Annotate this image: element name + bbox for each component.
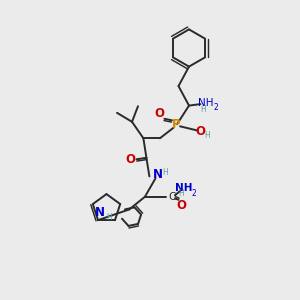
Text: H: H bbox=[178, 189, 184, 198]
Text: N: N bbox=[153, 168, 163, 182]
Text: C: C bbox=[168, 192, 175, 202]
Text: 2: 2 bbox=[191, 189, 196, 198]
Text: H: H bbox=[162, 168, 168, 177]
Text: NH: NH bbox=[175, 183, 192, 194]
Text: O: O bbox=[176, 199, 187, 212]
Text: O: O bbox=[125, 153, 135, 166]
Text: P: P bbox=[172, 118, 181, 131]
Text: H: H bbox=[200, 105, 206, 114]
Text: H: H bbox=[106, 213, 112, 222]
Text: NH: NH bbox=[198, 98, 213, 108]
Text: H: H bbox=[205, 131, 211, 140]
Text: N: N bbox=[94, 206, 105, 219]
Text: O: O bbox=[154, 107, 164, 120]
Text: 2: 2 bbox=[213, 103, 218, 112]
Text: O: O bbox=[195, 125, 206, 138]
